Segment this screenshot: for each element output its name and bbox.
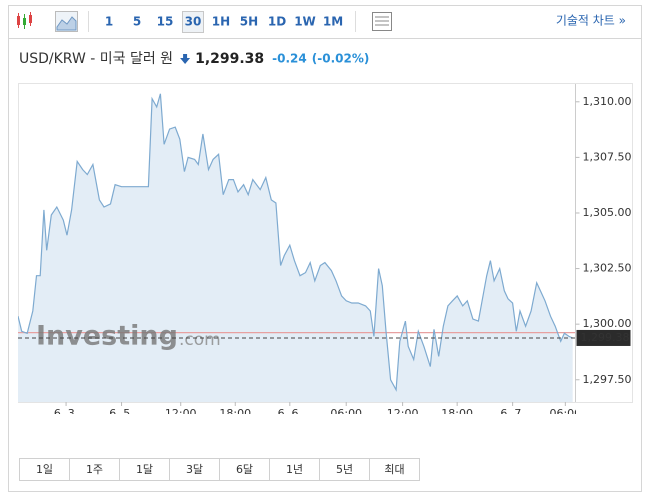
interval-button[interactable]: 5 (133, 15, 141, 29)
x-tick-label: 06:00 (330, 407, 362, 420)
candle-icon[interactable] (17, 12, 32, 29)
quote: 1,299.38 -0.24 (-0.02%) (180, 51, 369, 67)
x-tick-label: 18:00 (441, 407, 473, 420)
interval-button[interactable]: 5H (240, 15, 258, 29)
instrument-title: USD/KRW - 미국 달러 원 (19, 51, 173, 67)
area-icon[interactable] (55, 11, 78, 32)
range-bar: 1일 1주 1달 3달 6달 1년 5년 최대 (19, 458, 420, 481)
toolbar: 1 5 15 30 1H 5H 1D 1W 1M (105, 11, 343, 33)
plot: 6. 3. 6. 5. 12:00 18:00 6. 6. 06:00 12:00 18:00… (18, 84, 632, 420)
down-arrow (180, 54, 191, 64)
interval-button[interactable]: 1M (323, 15, 343, 29)
price: 1,299.38 (195, 51, 264, 67)
x-tick-label: 12:00 (165, 407, 197, 420)
range-button[interactable]: 3달 (186, 463, 203, 476)
y-tick-label: 1,305.00 (583, 206, 632, 219)
sheet-icon[interactable] (372, 12, 392, 31)
interval-button[interactable]: 1 (105, 15, 113, 29)
active-interval (182, 11, 204, 33)
y-tick-label: 1,297.50 (583, 373, 632, 386)
range-button[interactable]: 5년 (336, 463, 353, 476)
y-tick-label: 1,300.00 (583, 317, 632, 330)
y-tick-label: 1,310.00 (583, 95, 632, 108)
x-tick-label: 6. 7. (500, 407, 525, 420)
range-button-frame[interactable] (369, 458, 420, 481)
watermark: Investing (36, 321, 178, 352)
range-button[interactable]: 6달 (236, 463, 253, 476)
interval-button[interactable]: 30 (185, 15, 202, 29)
range-button[interactable]: 1달 (136, 463, 153, 476)
last-price-label: 1,299.38 (581, 331, 630, 344)
change: -0.24 (272, 52, 307, 66)
x-tick-label: 06:00 (549, 407, 581, 420)
range-button[interactable]: 최대 (384, 463, 404, 476)
range-button[interactable]: 1년 (286, 463, 303, 476)
range-button[interactable]: 1주 (86, 463, 103, 476)
range-button[interactable]: 1일 (36, 462, 53, 476)
x-tick-label: 12:00 (387, 407, 419, 420)
y-tick-label: 1,302.50 (583, 262, 632, 275)
y-tick-label: 1,307.50 (583, 150, 632, 163)
watermark-suffix: .com (179, 330, 221, 350)
x-tick-label: 6. 5. (109, 407, 134, 420)
area-fill (18, 93, 573, 403)
change-percent: (-0.02%) (312, 52, 370, 66)
x-tick-label: 6. 6. (278, 407, 303, 420)
x-tick-label: 18:00 (219, 407, 251, 420)
interval-button[interactable]: 15 (157, 15, 174, 29)
interval-button[interactable]: 1W (294, 15, 316, 29)
x-tick-label: 6. 3. (54, 407, 79, 420)
technical-chart-link[interactable]: 기술적 차트 » (556, 14, 626, 28)
plot-clip: 6. 3. 6. 5. 12:00 18:00 6. 6. 06:00 12:00 18:00… (18, 93, 581, 420)
interval-button[interactable]: 1H (212, 15, 230, 29)
price-line (18, 93, 573, 392)
plot-frame (18, 83, 633, 403)
interval-button[interactable]: 1D (268, 15, 286, 29)
last-price-box (576, 329, 631, 346)
